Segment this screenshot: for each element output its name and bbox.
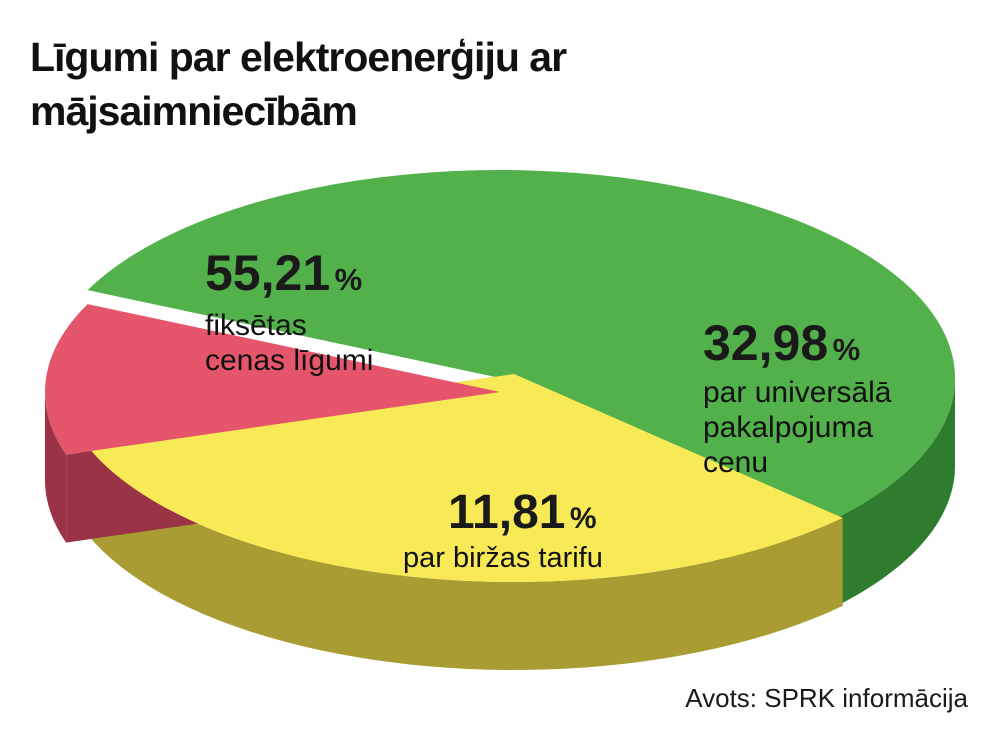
slice-percent-universal: % bbox=[833, 332, 861, 367]
slice-desc-universal-1: par universālā bbox=[703, 376, 892, 409]
slice-label-exchange: 11,81 % par biržas tarifu bbox=[403, 486, 603, 574]
slice-value-fixed: 55,21 bbox=[205, 245, 330, 301]
slice-desc-universal-3: cenu bbox=[703, 446, 768, 479]
slice-value-universal: 32,98 bbox=[703, 315, 828, 371]
source-note: Avots: SPRK informācija bbox=[685, 683, 968, 713]
chart-title: Līgumi par elektroenerģiju ar mājsaimnie… bbox=[30, 30, 930, 138]
slice-side-exchange bbox=[45, 392, 67, 543]
slice-universal bbox=[80, 374, 843, 583]
slice-label-fixed: 55,21 % fiksētas cenas līgumi bbox=[205, 245, 373, 377]
slice-exchange bbox=[45, 304, 500, 455]
slice-desc-fixed-2: cenas līgumi bbox=[205, 344, 373, 377]
slice-percent-fixed: % bbox=[335, 262, 363, 297]
chart-title-line-2: mājsaimniecībām bbox=[30, 88, 358, 134]
slice-side-universal bbox=[80, 436, 843, 670]
slice-label-universal: 32,98 % par universālā pakalpojuma cenu bbox=[703, 315, 896, 479]
slice-side-fixed bbox=[828, 378, 955, 610]
slice-desc-fixed-1: fiksētas bbox=[205, 309, 307, 342]
slice-desc-exchange: par biržas tarifu bbox=[403, 542, 603, 574]
slice-value-exchange: 11,81 bbox=[448, 486, 565, 539]
slice-fixed bbox=[87, 170, 955, 522]
slice-desc-universal-2: pakalpojuma bbox=[703, 411, 873, 444]
slice-percent-exchange: % bbox=[570, 502, 597, 535]
chart-title-line-1: Līgumi par elektroenerģiju ar bbox=[30, 34, 567, 80]
